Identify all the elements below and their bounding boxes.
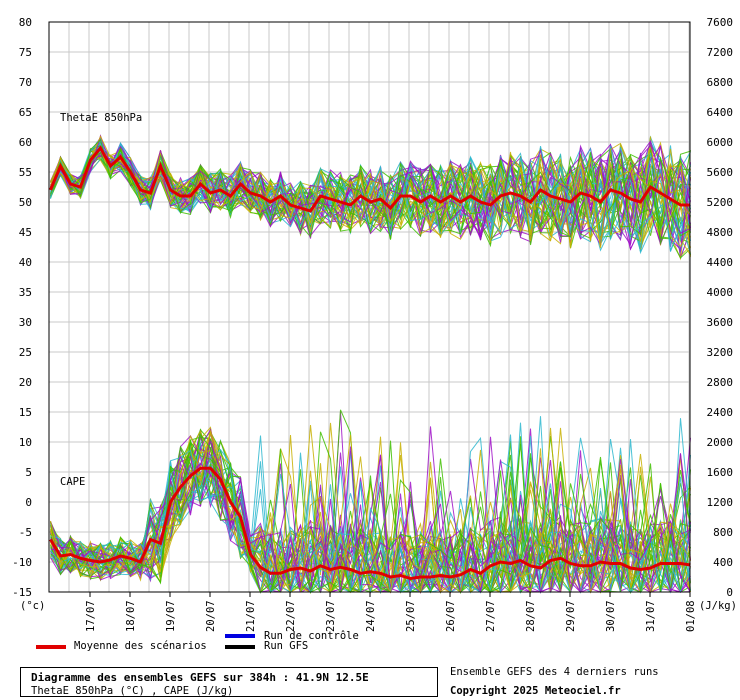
y-left-tick-label: 80 — [19, 16, 32, 29]
x-tick-label: 23/07 — [325, 600, 337, 632]
y-right-tick-label: 7200 — [707, 46, 734, 59]
panel-label-cape: CAPE — [60, 476, 85, 488]
y-left-tick-label: -5 — [19, 526, 32, 539]
legend-swatch-mean — [36, 645, 66, 649]
mean-line-cape — [49, 466, 691, 581]
y-left-tick-label: 10 — [19, 436, 32, 449]
ensemble-member-thetae — [50, 135, 691, 248]
y-right-tick-label: 7600 — [707, 16, 734, 29]
y-left-tick-label: 45 — [19, 226, 32, 239]
ensemble-member-cape — [50, 429, 691, 594]
y-left-tick-label: 25 — [19, 346, 32, 359]
y-left-tick-label: 50 — [19, 196, 32, 209]
gefs-ensemble-chart: 80757065605550454035302520151050-5-10-15… — [12, 16, 737, 632]
x-tick-label: 30/07 — [605, 600, 617, 632]
x-tick-label: 01/08 — [685, 600, 697, 632]
y-left-tick-label: 65 — [19, 106, 32, 119]
x-tick-label: 26/07 — [445, 600, 457, 632]
ensemble-member-cape — [50, 440, 691, 593]
y-right-tick-label: 1200 — [707, 496, 734, 509]
panel-label-thetae: ThetaE 850hPa — [60, 112, 142, 124]
y-left-tick-label: 60 — [19, 136, 32, 149]
y-right-tick-label: 3600 — [707, 316, 734, 329]
legend-label-mean: Moyenne des scénarios — [74, 640, 207, 652]
ensemble-note: Ensemble GEFS des 4 derniers runs — [450, 666, 659, 678]
x-tick-label: 18/07 — [125, 600, 137, 632]
y-left-tick-label: -15 — [12, 586, 32, 599]
y-left-unit: (°c) — [20, 600, 45, 612]
y-left-tick-label: 15 — [19, 406, 32, 419]
y-right-unit: (J/kg) — [699, 600, 737, 612]
y-left-tick-label: -10 — [12, 556, 32, 569]
x-tick-label: 24/07 — [365, 600, 377, 632]
y-left-tick-label: 5 — [25, 466, 32, 479]
y-right-tick-label: 2000 — [707, 436, 734, 449]
x-tick-label: 29/07 — [565, 600, 577, 632]
y-right-tick-label: 0 — [726, 586, 733, 599]
ensemble-member-cape — [50, 430, 691, 594]
copyright-credit: Copyright 2025 Meteociel.fr — [450, 685, 621, 697]
y-right-tick-label: 4400 — [707, 256, 734, 269]
ensemble-member-cape — [50, 449, 691, 594]
x-tick-label: 22/07 — [285, 600, 297, 632]
y-left-tick-label: 55 — [19, 166, 32, 179]
chart-subtitle: ThetaE 850hPa (°C) , CAPE (J/kg) — [31, 685, 234, 697]
y-right-tick-label: 1600 — [707, 466, 734, 479]
y-left-tick-label: 0 — [25, 496, 32, 509]
y-left-tick-label: 75 — [19, 46, 32, 59]
legend-swatch-control — [225, 634, 255, 638]
ensemble-member-cape — [50, 424, 691, 594]
y-right-tick-label: 3200 — [707, 346, 734, 359]
y-right-tick-label: 4000 — [707, 286, 734, 299]
y-right-tick-label: 5200 — [707, 196, 734, 209]
chart-title: Diagramme des ensembles GEFS sur 384h : … — [31, 671, 369, 684]
mean-line-thetae — [49, 145, 691, 213]
y-right-tick-label: 2800 — [707, 376, 734, 389]
y-right-tick-label: 800 — [713, 526, 733, 539]
x-tick-label: 17/07 — [85, 600, 97, 632]
y-left-tick-label: 70 — [19, 76, 32, 89]
ensemble-member-cape — [50, 446, 691, 594]
y-right-tick-label: 6800 — [707, 76, 734, 89]
x-tick-label: 31/07 — [645, 600, 657, 632]
y-left-tick-label: 35 — [19, 286, 32, 299]
legend-swatch-gfs — [225, 645, 255, 649]
x-tick-label: 25/07 — [405, 600, 417, 632]
y-left-tick-label: 40 — [19, 256, 32, 269]
y-right-tick-label: 6400 — [707, 106, 734, 119]
ensemble-member-thetae — [50, 148, 691, 248]
chart-caption-box: Diagramme des ensembles GEFS sur 384h : … — [20, 667, 438, 697]
y-right-tick-label: 6000 — [707, 136, 734, 149]
y-right-tick-label: 400 — [713, 556, 733, 569]
y-left-tick-label: 20 — [19, 376, 32, 389]
y-right-tick-label: 4800 — [707, 226, 734, 239]
x-tick-label: 20/07 — [205, 600, 217, 632]
x-tick-label: 19/07 — [165, 600, 177, 632]
y-left-tick-label: 30 — [19, 316, 32, 329]
y-right-tick-label: 5600 — [707, 166, 734, 179]
x-tick-label: 21/07 — [245, 600, 257, 632]
legend-label-control: Run de contrôle — [264, 630, 359, 642]
x-tick-label: 27/07 — [485, 600, 497, 632]
x-tick-label: 28/07 — [525, 600, 537, 632]
y-right-tick-label: 2400 — [707, 406, 734, 419]
legend-label-gfs: Run GFS — [264, 640, 309, 652]
ensemble-member-cape — [50, 439, 691, 594]
